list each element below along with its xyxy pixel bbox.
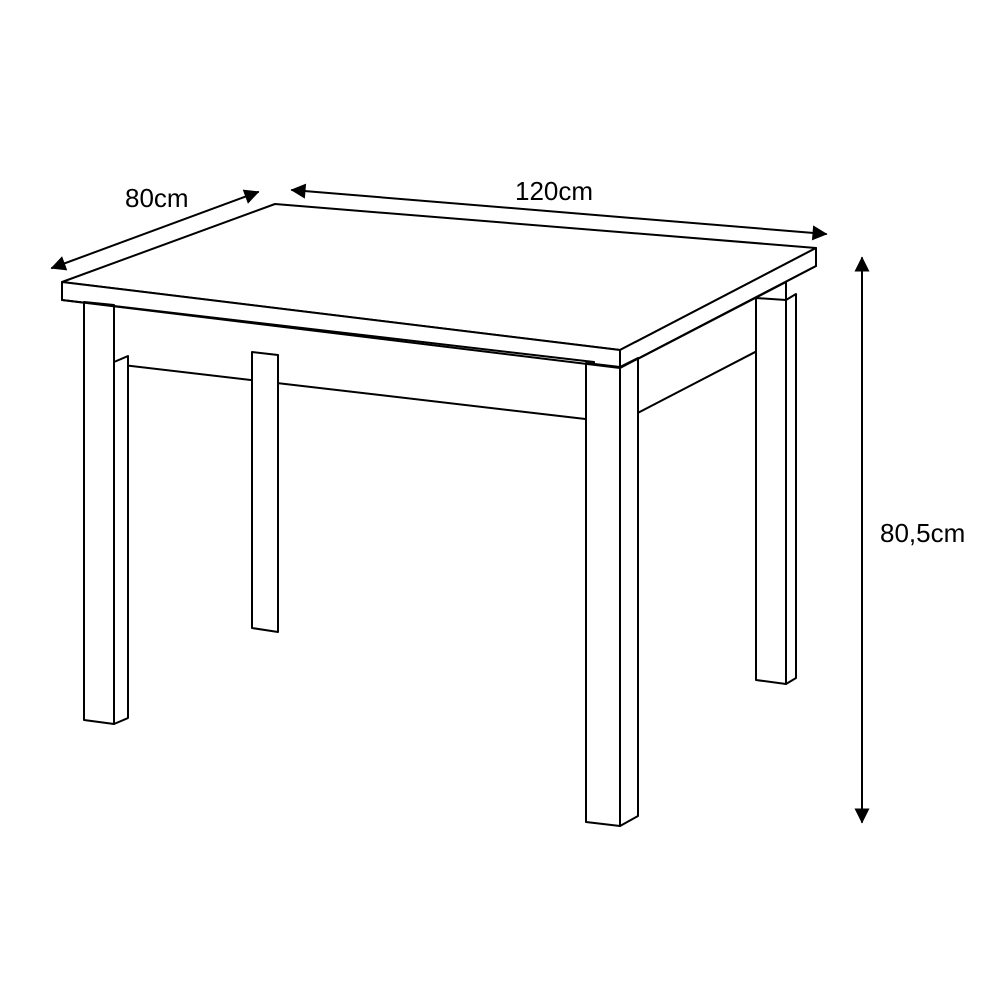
table-line-drawing bbox=[0, 0, 1000, 1000]
leg-front-left bbox=[84, 302, 128, 724]
leg-front-right bbox=[586, 358, 638, 826]
dim-label-depth: 80cm bbox=[125, 183, 189, 214]
leg-back-right bbox=[756, 294, 796, 684]
leg-back-left bbox=[252, 352, 278, 632]
table-dimension-diagram: 80cm 120cm 80,5cm bbox=[0, 0, 1000, 1000]
dim-label-width: 120cm bbox=[515, 176, 593, 207]
dim-label-height: 80,5cm bbox=[880, 518, 965, 549]
